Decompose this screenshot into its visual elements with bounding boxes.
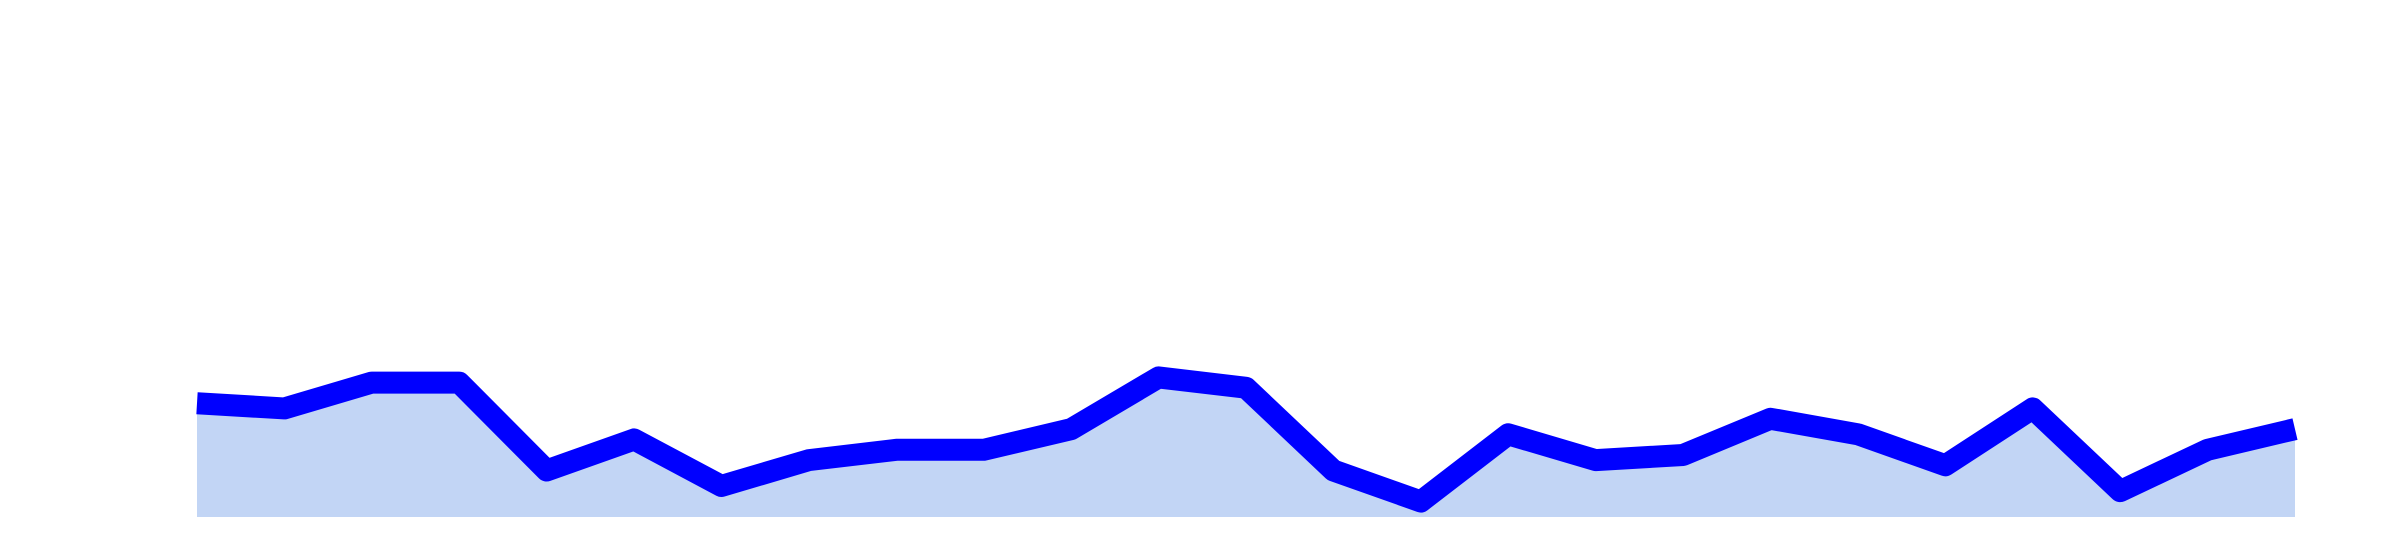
area-fill: [197, 377, 2295, 517]
series-line-layer: [196, 366, 2298, 513]
area-fill-layer: [197, 377, 2295, 517]
series-line: [196, 366, 2298, 513]
